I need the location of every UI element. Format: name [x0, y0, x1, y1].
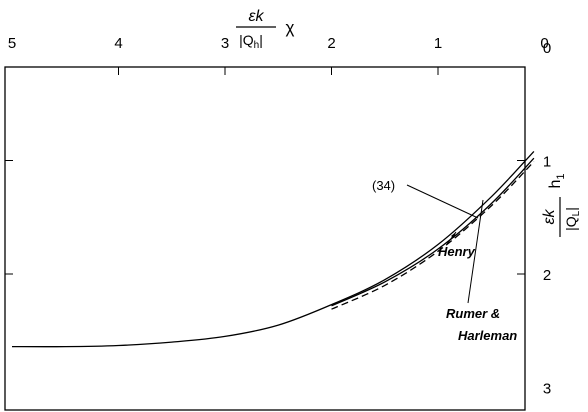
annotation-harleman: Harleman	[458, 328, 517, 343]
x-tick-label: 3	[221, 35, 229, 52]
series-henry-curve	[331, 161, 535, 310]
annotation-rumer-leader	[467, 199, 484, 304]
x-tick-label: 5	[8, 35, 16, 52]
series-eq34-curve	[11, 150, 535, 348]
plot-frame	[4, 66, 526, 411]
annotation-henry-arrowhead	[451, 232, 456, 238]
series-layer	[11, 150, 535, 348]
annotation-34: (34)	[372, 178, 395, 193]
y-tick-label: 0	[543, 40, 551, 57]
y-tick-label: 1	[543, 154, 551, 171]
y-tick-label: 3	[543, 381, 551, 398]
x-axis-label: εk |Qh| χ	[236, 8, 295, 51]
x-axis-label-denominator: |Qh|	[239, 32, 263, 51]
y-axis-label: εk |QL| h1	[541, 173, 582, 237]
series-rumer-harleman-curve	[331, 157, 535, 307]
axis-ticks	[5, 67, 525, 275]
y-axis-label-numerator: εk	[541, 208, 558, 224]
x-tick-label: 2	[327, 35, 335, 52]
y-axis-label-suffix: h1	[547, 173, 567, 188]
x-tick-label: 0	[540, 35, 548, 52]
annotations: (34) Henry Rumer & Harleman	[372, 178, 517, 343]
x-tick-label: 1	[434, 35, 442, 52]
x-tick-label: 4	[114, 35, 122, 52]
annotation-rumer: Rumer &	[446, 306, 500, 321]
y-tick-label: 2	[543, 267, 551, 284]
x-axis-label-numerator: εk	[248, 8, 264, 25]
y-axis-label-denominator: |QL|	[563, 207, 582, 231]
axis-tick-labels: 5 4 3 2 1 00 1 2 3	[8, 35, 551, 398]
x-axis-label-suffix: χ	[286, 18, 295, 37]
annotation-34-leader	[406, 184, 479, 219]
annotation-henry: Henry	[438, 244, 476, 259]
